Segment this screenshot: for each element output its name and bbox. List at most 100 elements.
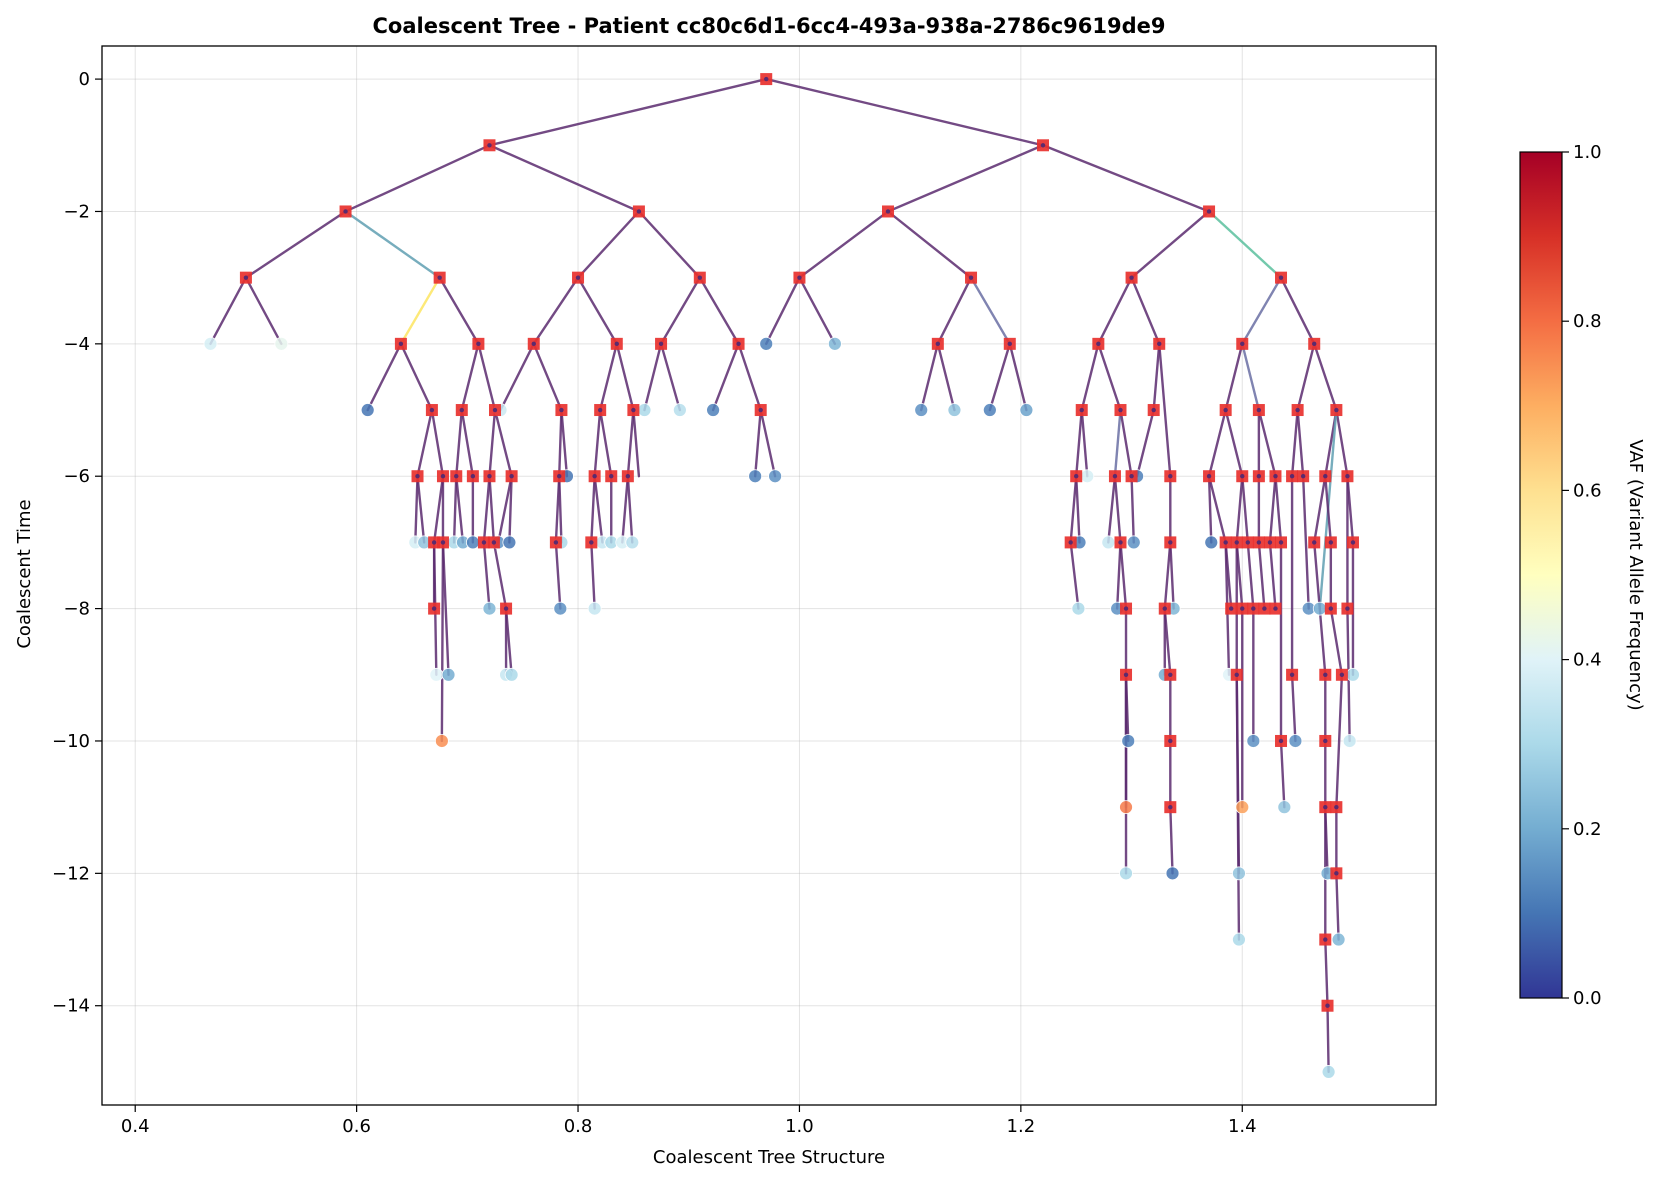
leaf-node — [1019, 403, 1034, 417]
y-tick-label: −4 — [63, 334, 90, 355]
internal-node-core — [487, 474, 492, 479]
leaf-node — [1235, 800, 1250, 815]
internal-node-core — [1350, 540, 1356, 545]
tree-edge — [698, 276, 740, 346]
leaf-node — [1246, 734, 1261, 748]
colorbar-label: VAF (Variant Allele Frequency) — [1625, 439, 1646, 710]
tree-edge — [488, 408, 497, 478]
tree-edge — [593, 475, 604, 544]
tree-edge — [1301, 475, 1310, 610]
y-tick-label: −8 — [63, 599, 90, 620]
y-axis-label: Coalescent Time — [14, 499, 35, 648]
internal-node-core — [1118, 540, 1123, 545]
tree-edge — [1008, 342, 1028, 412]
internal-node-core — [1079, 407, 1084, 413]
tree-edge — [532, 276, 580, 346]
tree-edge — [492, 541, 508, 610]
x-tick-label: 0.8 — [564, 1116, 593, 1137]
internal-node-core — [415, 474, 420, 479]
tree-edge — [576, 276, 618, 346]
tree-edge — [1224, 342, 1244, 412]
tree-edge — [1107, 475, 1117, 544]
internal-node-core — [440, 540, 446, 545]
internal-node-core — [1096, 341, 1101, 347]
leaf-node — [947, 403, 962, 417]
internal-node-core — [1118, 407, 1123, 413]
leaf-node — [1342, 734, 1357, 748]
internal-node-core — [481, 540, 487, 545]
x-tick-label: 1.0 — [785, 1116, 814, 1137]
tree-edge — [1130, 475, 1135, 544]
tree-edge — [1069, 475, 1078, 544]
internal-node-core — [625, 474, 631, 479]
internal-node-core — [592, 474, 597, 479]
tree-edge — [1075, 475, 1081, 544]
tree-edge — [1158, 342, 1172, 478]
internal-node-core — [1323, 474, 1328, 479]
colorbar-tick-label: 0.4 — [1573, 650, 1602, 671]
internal-node-core — [614, 341, 619, 347]
tree-edge — [765, 276, 801, 346]
tree-edge — [344, 210, 441, 279]
internal-node-core — [1339, 672, 1345, 677]
tree-edge — [460, 408, 475, 478]
leaf-node — [1119, 866, 1133, 881]
leaf-node — [553, 601, 568, 616]
leaf-node — [625, 535, 640, 550]
tree-edge — [416, 408, 434, 478]
tree-edge — [1207, 210, 1283, 279]
tree-edge — [1257, 408, 1277, 478]
internal-node-core — [609, 474, 614, 479]
tree-edge — [1069, 541, 1080, 610]
tree-edge — [504, 607, 513, 676]
tree-edge — [1119, 408, 1133, 478]
internal-node-core — [1240, 341, 1245, 347]
leaf-node — [748, 469, 763, 484]
tree-edge — [759, 408, 777, 478]
chart-title: Coalescent Tree - Patient cc80c6d1-6cc4-… — [373, 14, 1166, 38]
internal-node-core — [1168, 540, 1173, 545]
tree-edge — [1313, 342, 1338, 412]
y-tick-label: −2 — [63, 201, 90, 222]
leaf-node — [1277, 800, 1292, 815]
tree-edge — [1268, 541, 1277, 610]
tree-edge — [452, 475, 458, 544]
internal-node-core — [1151, 407, 1156, 413]
tree-edge — [399, 276, 441, 346]
leaf-node — [1204, 535, 1219, 550]
colorbar-tick-label: 1.0 — [1573, 142, 1602, 163]
leaf-node — [1312, 601, 1327, 616]
tree-edge — [737, 342, 762, 412]
internal-node-core — [1123, 606, 1129, 611]
tree-edge — [1115, 541, 1122, 610]
x-tick-label: 1.4 — [1228, 1116, 1257, 1137]
tree-edge — [593, 408, 602, 478]
tree-edge — [1080, 342, 1100, 412]
leaf-node — [1165, 866, 1180, 881]
tree-edge — [209, 276, 248, 346]
leaf-node — [441, 667, 456, 682]
internal-node-core — [575, 275, 581, 280]
leaf-node — [706, 403, 720, 417]
internal-node-core — [470, 474, 476, 479]
leaf-node — [1288, 734, 1303, 748]
tree-edge — [558, 408, 563, 478]
internal-node-core — [1345, 606, 1350, 611]
internal-node-core — [243, 275, 249, 280]
x-tick-label: 1.2 — [1007, 1116, 1036, 1137]
tree-edge — [560, 408, 569, 478]
grid — [102, 46, 1436, 1105]
colorbar-tick-label: 0.8 — [1573, 311, 1602, 332]
tree-edge — [554, 541, 562, 610]
tree-edge — [1130, 276, 1161, 346]
internal-node-core — [1323, 672, 1328, 677]
leaf-node — [1121, 734, 1136, 748]
leaf-node — [1321, 1065, 1336, 1079]
tree-edge — [1257, 541, 1266, 610]
tree-edge — [508, 475, 513, 544]
tree-edge — [1075, 408, 1083, 478]
internal-node-core — [1168, 474, 1173, 479]
internal-node-core — [1240, 606, 1245, 611]
internal-node-core — [631, 407, 636, 413]
